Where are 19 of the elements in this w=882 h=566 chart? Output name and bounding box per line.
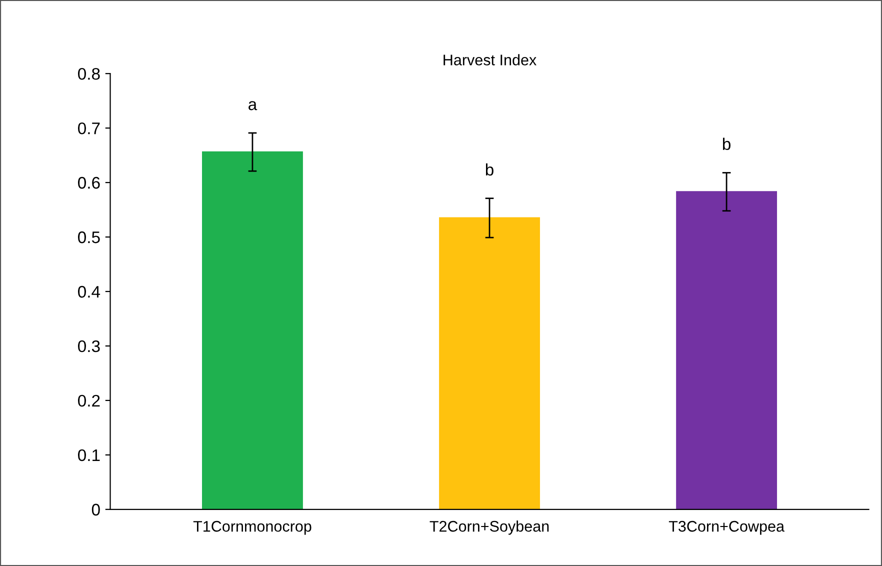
y-tick-label: 0.7 xyxy=(78,122,100,134)
annotation: b xyxy=(722,138,730,150)
y-tick-label: 0.4 xyxy=(78,286,100,298)
y-tick-label: 0.1 xyxy=(78,449,100,462)
annotation: b xyxy=(486,163,494,176)
x-tick-label: T3Corn+Cowpea xyxy=(668,520,785,535)
bar xyxy=(439,217,540,510)
x-tick-label: T2Corn+Soybean xyxy=(430,520,549,535)
y-tick-label: 0.6 xyxy=(78,176,100,189)
bar xyxy=(202,151,303,510)
y-tick-label: 0.5 xyxy=(78,231,100,244)
y-tick-label: 0.3 xyxy=(78,340,100,352)
y-tick-label: 0.8 xyxy=(78,68,100,80)
y-tick-label: 0 xyxy=(92,504,100,516)
annotation: a xyxy=(248,101,258,110)
bar xyxy=(676,191,778,510)
chart-title: Harvest Index xyxy=(444,54,536,66)
x-tick-label: T1Cornmonocrop xyxy=(193,520,312,535)
y-tick-label: 0.2 xyxy=(78,394,100,407)
